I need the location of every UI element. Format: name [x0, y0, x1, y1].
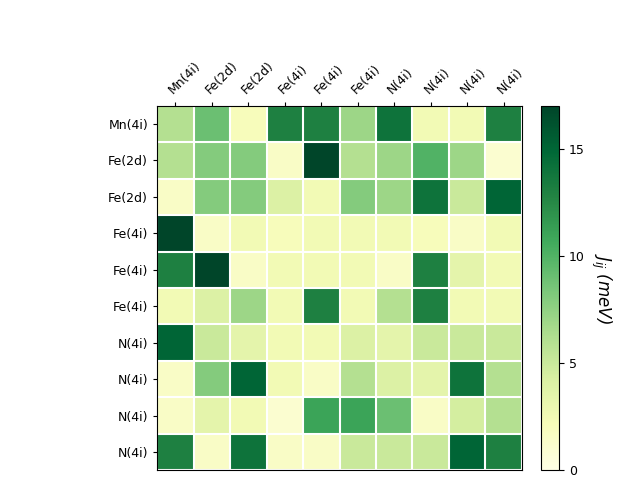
Y-axis label: $J_{ij}$ (meV): $J_{ij}$ (meV) — [589, 252, 612, 324]
